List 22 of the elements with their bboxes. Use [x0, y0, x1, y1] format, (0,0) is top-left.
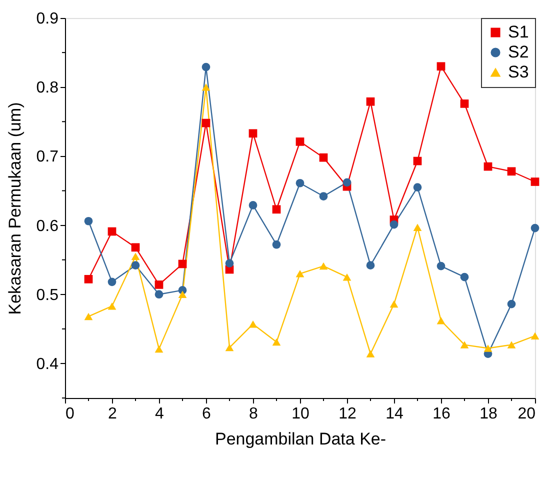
y-axis-title: Kekasaran Permukaan (um): [5, 102, 24, 315]
x-tick-label: 0: [66, 406, 74, 422]
x-axis-title: Pengambilan Data Ke-: [214, 430, 386, 448]
x-tick-label: 6: [202, 406, 212, 422]
y-tick-label: 0.4: [36, 356, 59, 373]
x-tick-label: 18: [480, 406, 498, 422]
y-tick-label: 0.9: [36, 10, 59, 28]
y-tick-label: 0.8: [36, 80, 59, 97]
legend-label: S1: [508, 22, 529, 42]
y-tick-label: 0.7: [36, 148, 59, 166]
x-tick-label: 14: [386, 406, 404, 422]
x-tick-label: 12: [338, 406, 356, 422]
x-tick-label: 8: [249, 406, 258, 422]
y-tick-label: 0.6: [36, 218, 59, 235]
legend-label: S2: [508, 42, 529, 62]
x-tick-label: 2: [108, 406, 118, 422]
legend-label: S3: [508, 62, 529, 82]
y-tick-label: 0.5: [36, 286, 59, 304]
x-tick-label: 20: [518, 406, 536, 422]
x-tick-label: 16: [432, 406, 450, 422]
x-tick-label: 10: [292, 406, 310, 422]
x-tick-label: 4: [155, 406, 164, 422]
